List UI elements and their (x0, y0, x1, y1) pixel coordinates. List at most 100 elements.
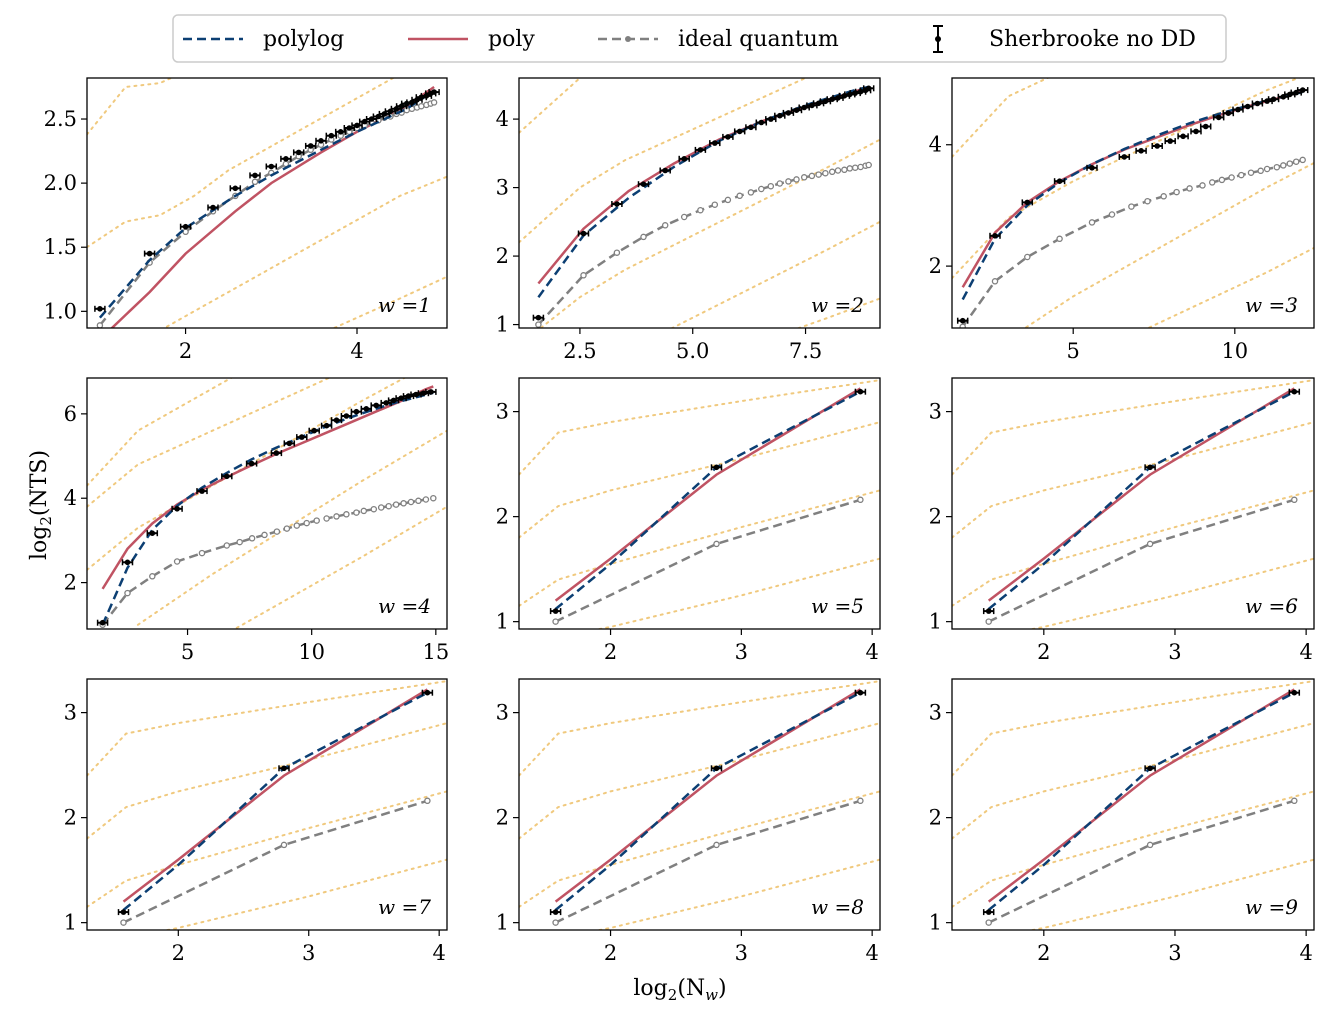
panel-3-data-point (1202, 123, 1209, 130)
panel-7-data-point (120, 909, 127, 915)
panel-4-ideal-point (323, 515, 330, 522)
panel-4-ideal-point (422, 496, 430, 503)
panel-3-ideal-point (1247, 169, 1255, 176)
panel-4-ideal-point (173, 558, 181, 565)
panel-5-data-point (552, 608, 559, 614)
panel-8-data-point (857, 689, 864, 696)
panel-2-ideal-point (834, 167, 842, 174)
panel-3-plot-area (952, 78, 1314, 328)
panel-4-ideal-point (407, 498, 415, 506)
legend-ideal-marker (625, 36, 631, 42)
x-axis-label-w: w (705, 986, 718, 1004)
panel-6-x-tick-label: 2 (1037, 640, 1050, 664)
panel-8-guide-line-4 (595, 858, 880, 930)
panel-1-ideal-point (430, 99, 438, 106)
panel-4-data-point (199, 488, 205, 494)
panel-4-plot-area (87, 378, 447, 629)
panel-9-data-point (985, 909, 992, 915)
panel-5-ideal-point (857, 496, 864, 504)
panel-1-x-tick-label: 4 (350, 339, 363, 363)
panel-1-y-tick-label: 2.0 (44, 171, 77, 195)
panel-3-data-point (959, 317, 966, 324)
panel-1-y-tick-label: 1.5 (44, 235, 77, 259)
panel-6-ideal-point (1291, 496, 1298, 504)
panel-4-data-point (99, 619, 106, 626)
panel-1-data-point (268, 163, 275, 170)
panel-1-guide-line-1 (87, 78, 174, 136)
panel-2-data-point (535, 314, 542, 321)
panel-2-data-point (758, 119, 765, 126)
panel-6-y-tick-label: 2 (929, 505, 942, 529)
panel-4-y-tick-label: 2 (64, 571, 77, 595)
y-axis-label-subscript: 2 (37, 516, 55, 526)
panel-2-ideal-point (767, 182, 775, 190)
panel-3-ideal-point (1208, 179, 1216, 186)
panel-3-ideal-point (1108, 211, 1116, 218)
panel-3-ideal-point (1088, 219, 1096, 226)
panel-9-ideal-point (985, 919, 992, 926)
panel-4-ideal-point (223, 542, 231, 549)
panel-5-guide-line-2 (519, 421, 880, 539)
panel-1-data-point (354, 122, 360, 129)
panel-2-ideal-point (736, 192, 743, 200)
panel-3-ideal-point (1280, 162, 1287, 169)
panel-3-data-point (992, 233, 998, 239)
panel-2-data-point (697, 147, 704, 153)
panel-2-ideal-point (785, 178, 792, 185)
panel-3-ideal-point (991, 278, 999, 285)
panel-4-frame (86, 377, 448, 630)
panel-2-ideal-point (815, 171, 822, 178)
panel-8-data-point (552, 909, 559, 915)
panel-5-y-tick-label: 3 (496, 400, 509, 424)
panel-4-data-point (363, 406, 370, 412)
panel-2-y-tick-label: 4 (496, 107, 509, 131)
panel-5-ideal-point (552, 618, 559, 625)
legend-polylog-label: polylog (263, 27, 344, 52)
panel-2-w-label: w =2 (811, 293, 864, 317)
panel-4-ideal-point (400, 500, 407, 507)
panel-4-ideal-point (236, 538, 243, 546)
panel-2-ideal-point (613, 249, 621, 256)
panel-9-x-tick-label: 2 (1037, 941, 1050, 965)
panel-6-guide-line-4 (1028, 557, 1314, 629)
panel-4: 5 10 15 2 4 6 w =4 (64, 377, 449, 664)
panel-3-ideal-point (1228, 174, 1235, 181)
panel-4-data-point (124, 559, 131, 566)
panel-3-data-point (1193, 128, 1199, 135)
panel-3-ideal-point (1257, 167, 1264, 175)
panel-2-data-point (614, 201, 620, 207)
panel-3-x-tick-label: 10 (1221, 339, 1248, 363)
panel-4-ideal-point (385, 502, 392, 510)
panel-4-data-point (405, 393, 412, 399)
panel-3-data-point (1089, 165, 1095, 171)
panel-4-x-tick-label: 15 (422, 640, 449, 664)
legend-item-ideal-quantum: ideal quantum (598, 27, 839, 52)
legend-item-polylog: polylog (183, 27, 344, 52)
panel-9-w-label: w =9 (1245, 895, 1298, 919)
panel-9-plot-area (952, 680, 1314, 930)
panel-4-ideal-point (261, 531, 268, 539)
panel-6-polylog-line (987, 390, 1295, 610)
panel-4-data-point (398, 395, 404, 402)
panel-2-ideal-point (828, 168, 836, 176)
panel-8-y-tick-label: 2 (496, 806, 509, 830)
panel-7-ideal-point (280, 841, 288, 849)
panel-9-ideal-point (1291, 797, 1298, 805)
legend-sherbrooke-label: Sherbrooke no DD (989, 27, 1196, 52)
panel-4-w-label: w =4 (378, 594, 431, 618)
legend-item-sherbrooke: Sherbrooke no DD (933, 25, 1196, 53)
panel-7-guide-line-1 (87, 680, 447, 777)
panel-4-x-tick-label: 5 (181, 640, 194, 664)
panel-3-data-point (1056, 178, 1063, 184)
panel-1-data-point (97, 306, 103, 312)
panel-3-ideal-point (1144, 197, 1151, 205)
panel-6-ideal-point (1146, 540, 1154, 548)
panel-4-data-point (383, 400, 390, 406)
panel-2-x-tick-label: 2.5 (563, 339, 596, 363)
panel-3-data-point (1225, 110, 1232, 116)
panel-2-ideal-point (747, 189, 755, 196)
panel-4-data-point (149, 530, 156, 536)
panel-9-x-tick-label: 4 (1299, 941, 1312, 965)
panel-7-frame (86, 678, 448, 931)
